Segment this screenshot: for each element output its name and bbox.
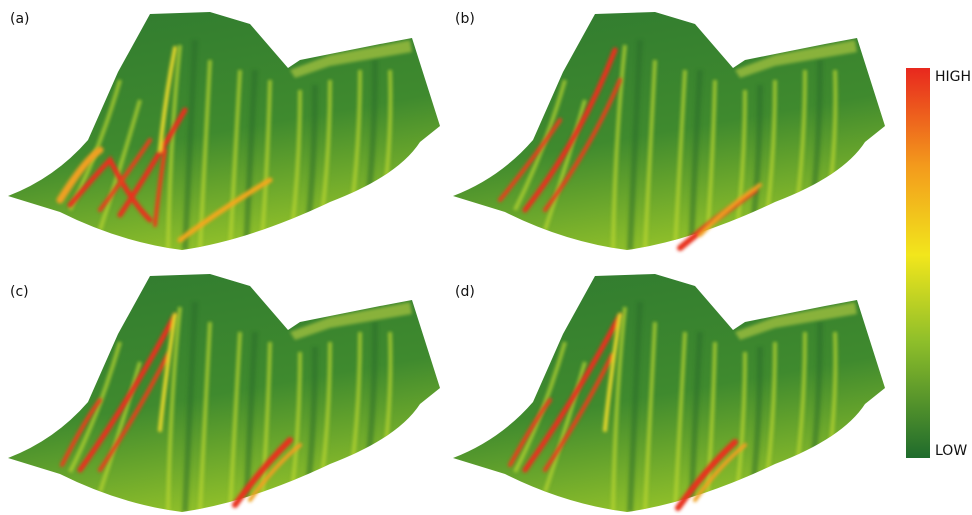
panel-label: (b) [455, 11, 475, 27]
colorbar: HIGH LOW [906, 68, 971, 459]
colorbar-high: HIGH [935, 69, 971, 85]
figure: (a) (b) (c) [0, 0, 972, 515]
panel-c: (c) [0, 262, 445, 515]
panel-a: (a) [0, 0, 445, 260]
panel-b: (b) [445, 0, 890, 260]
colorbar-low: LOW [935, 443, 967, 459]
colorbar-gradient [906, 68, 930, 458]
panel-d: (d) [445, 262, 890, 515]
panel-label: (a) [10, 11, 30, 27]
panel-label: (d) [455, 284, 475, 300]
panel-label: (c) [10, 284, 29, 300]
